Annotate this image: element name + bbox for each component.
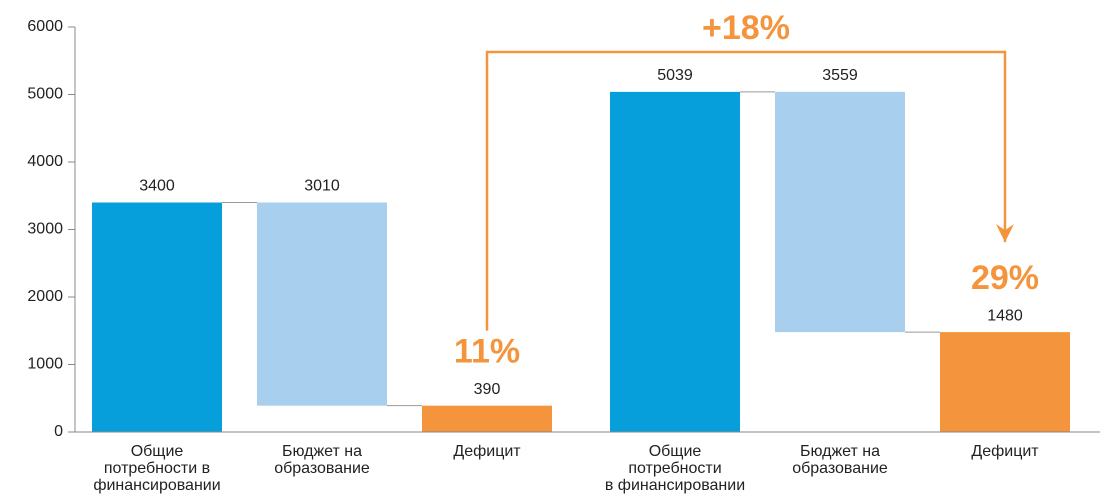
- x-tick-label: Бюджет на образование: [274, 443, 370, 477]
- x-tick-label: Дефицит: [453, 443, 521, 460]
- x-tick-line: потребности в: [104, 460, 210, 477]
- change-bracket: [485, 50, 1007, 331]
- bar: [775, 91, 905, 333]
- x-tick-line: Общие: [131, 443, 184, 460]
- x-tick-line: Дефицит: [453, 443, 521, 460]
- annotation ann: 29%: [971, 259, 1039, 297]
- value-label: 3559: [822, 67, 858, 84]
- value-label: 3010: [304, 178, 340, 195]
- change-arrow: [996, 224, 1014, 243]
- x-tick-line: Дефицит: [971, 443, 1039, 460]
- annotation ann: 11%: [454, 333, 520, 371]
- x-tick-line: финансировании: [93, 477, 220, 494]
- y-tick-label: 4000: [27, 153, 63, 170]
- x-tick-line: в финансировании: [605, 477, 745, 494]
- bar: [422, 405, 552, 432]
- x-tick-label: Дефицит: [971, 443, 1039, 460]
- x-tick-line: образование: [274, 460, 370, 477]
- bar: [610, 91, 740, 433]
- y-tick-label: 2000: [27, 288, 63, 305]
- x-tick-line: Общие: [649, 443, 702, 460]
- x-tick-line: потребности: [628, 460, 721, 477]
- y-tick-label: 0: [54, 423, 63, 440]
- value-label: 1480: [987, 307, 1023, 324]
- y-tick-label: 5000: [27, 86, 63, 103]
- y-tick-label: 3000: [27, 221, 63, 238]
- value-label: 390: [474, 381, 501, 398]
- y-tick-label: 6000: [27, 18, 63, 35]
- x-tick-label: Общие потребности в финансировании: [93, 443, 220, 494]
- x-tick-line: Бюджет на: [800, 443, 880, 460]
- bar: [940, 332, 1070, 432]
- bar: [92, 202, 222, 432]
- value-label: 3400: [139, 178, 175, 195]
- x-tick-line: образование: [792, 460, 888, 477]
- x-tick-label: Бюджет на образование: [792, 443, 888, 477]
- bar: [257, 202, 387, 406]
- x-tick-line: Бюджет на: [282, 443, 362, 460]
- value-label: 5039: [657, 67, 693, 84]
- change-label: +18%: [702, 9, 790, 47]
- x-tick-label: Общие потребности в финансировании: [605, 443, 745, 494]
- y-tick-label: 1000: [27, 356, 63, 373]
